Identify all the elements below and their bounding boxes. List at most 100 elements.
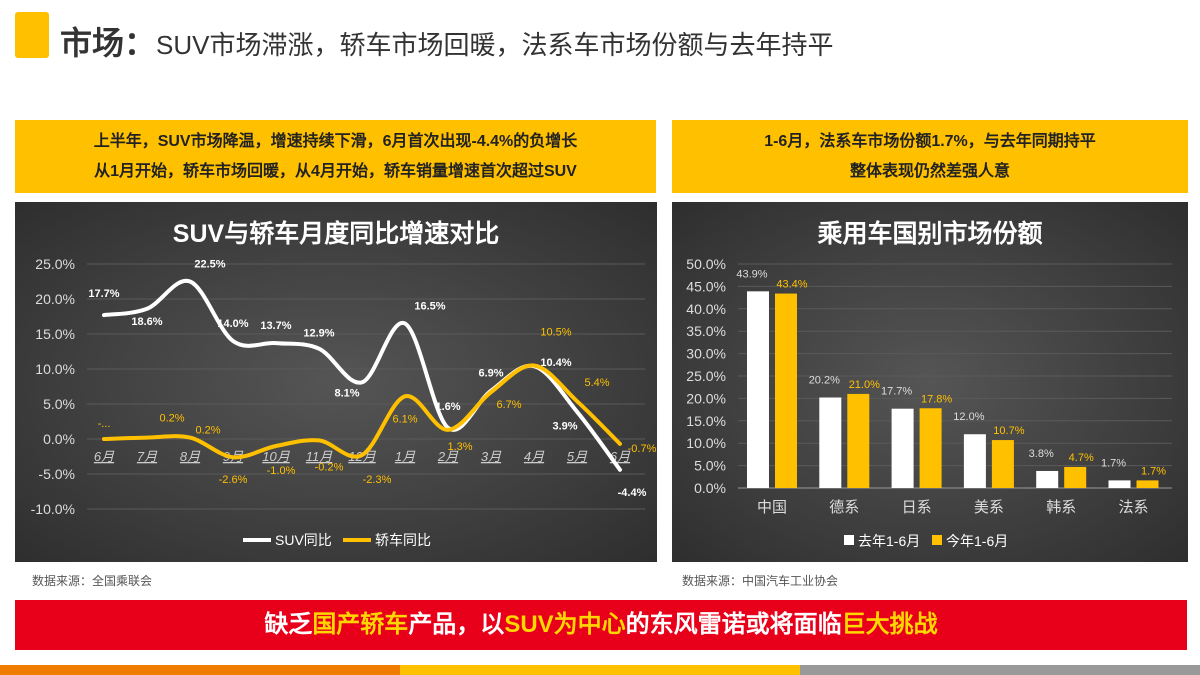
y-tick-label: 5.0% [694,458,726,474]
bar-chart-panel: 乘用车国别市场份额 50.0% 45.0% 40.0% 35.0% 30.0% 25.0%… [672,202,1188,562]
y-tick-label: 30.0% [686,346,726,362]
x-tick-label: 2月 [437,449,459,464]
data-label: 18.6% [131,316,162,328]
bar [1064,466,1087,488]
x-tick-label: 法系 [1118,499,1148,516]
right-summary-box: 1-6月，法系车市场份额1.7%，与去年同期持平 整体表现仍然差强人意 [672,120,1188,193]
data-label: 43.9% [736,268,767,280]
data-label: 22.5% [194,259,225,271]
data-label: -4.4% [618,487,647,499]
footer-stripe [400,665,800,675]
data-source: 数据来源：中国汽车工业协会 [682,574,839,588]
y-tick-label: 15.0% [35,326,75,342]
left-summary-box: 上半年，SUV市场降温，增速持续下滑，6月首次出现-4.4%的负增长 从1月开始… [15,120,656,193]
bar [819,397,842,488]
y-tick-label: 10.0% [686,435,726,451]
bar [1136,480,1159,488]
data-label: -0.7% [628,443,657,455]
y-tick-label: 45.0% [686,278,726,294]
data-source: 数据来源：全国乘联会 [32,574,153,588]
data-label: 1.3% [447,441,472,453]
y-tick-label: 5.0% [43,396,75,412]
bar [919,408,942,488]
bar [775,293,797,488]
data-label: 0.2% [159,413,184,425]
page-title: 市场：SUV市场滞涨，轿车市场回暖，法系车市场份额与去年持平 [60,25,834,61]
data-label: 6.9% [478,368,503,380]
y-tick-label: -10.0% [31,501,75,517]
summary-line: 从1月开始，轿车市场回暖，从4月开始，轿车销量增速首次超过SUV [94,162,577,180]
y-tick-label: -5.0% [38,466,75,482]
x-tick-label: 7月 [137,449,158,464]
data-label: 1.7% [1141,465,1166,477]
data-label: 12.9% [303,328,334,340]
x-tick-label: 10月 [262,449,290,464]
suv-line [102,278,622,472]
data-label: 10.7% [993,425,1024,437]
x-tick-label: 1月 [395,449,416,464]
y-tick-label: 40.0% [686,301,726,317]
data-label: -2.6% [219,474,248,486]
data-label: 6.1% [392,413,417,425]
data-label: 16.5% [414,301,445,313]
data-label: 13.7% [260,320,291,332]
y-tick-label: 20.0% [35,291,75,307]
legend-swatch [932,535,942,545]
x-tick-label: 8月 [180,449,201,464]
x-tick-label: 中国 [757,499,787,516]
data-label: 10.4% [540,357,571,369]
data-label: -... [98,418,111,430]
legend-label: 今年1-6月 [946,533,1008,549]
data-label: 43.4% [776,279,807,291]
legend-label: 轿车同比 [375,532,431,548]
data-label: 5.4% [584,377,609,389]
bar [891,408,914,488]
y-tick-label: 35.0% [686,323,726,339]
footer-stripe [0,665,400,675]
data-label: 21.0% [849,379,880,391]
chart-title: 乘用车国别市场份额 [817,220,1043,248]
y-tick-label: 25.0% [35,256,75,272]
data-label: 17.7% [881,386,912,398]
data-label: -2.3% [363,474,392,486]
data-label: -0.2% [315,461,344,473]
bar [1036,470,1059,488]
summary-line: 整体表现仍然差强人意 [849,162,1010,180]
title-accent [15,12,49,58]
data-label: 3.9% [552,421,577,433]
data-label: 4.7% [1069,452,1094,464]
x-tick-label: 韩系 [1046,499,1076,516]
bar [847,393,870,488]
bar [991,440,1014,488]
data-label: -1.0% [267,465,296,477]
y-tick-label: 10.0% [35,361,75,377]
data-label: 12.0% [953,411,984,423]
data-label: 6.7% [496,399,521,411]
x-tick-label: 5月 [567,449,588,464]
data-label: 0.2% [195,425,220,437]
conclusion-banner: 缺乏国产轿车产品，以SUV为中心的东风雷诺或将面临巨大挑战 [15,600,1187,650]
x-tick-label: 美系 [974,499,1004,516]
line-chart: 25.0% 20.0% 15.0% 10.0% 5.0% 0.0% -5.0% -10.0% 6… [31,256,657,548]
data-label: 3.8% [1029,448,1054,460]
sedan-line [102,363,622,460]
summary-line: 1-6月，法系车市场份额1.7%，与去年同期持平 [764,132,1096,150]
legend-label: 去年1-6月 [858,533,920,549]
data-label: 10.5% [540,327,571,339]
y-tick-label: 15.0% [686,413,726,429]
y-tick-label: 20.0% [686,390,726,406]
legend-label: SUV同比 [275,532,332,548]
data-label: 20.2% [809,375,840,387]
x-tick-label: 3月 [481,449,502,464]
x-tick-label: 日系 [902,499,932,516]
data-label: 17.7% [88,288,119,300]
data-label: 17.8% [921,393,952,405]
y-tick-label: 25.0% [686,368,726,384]
data-label: 14.0% [217,318,248,330]
data-label: 1.7% [1101,457,1126,469]
x-tick-label: 德系 [829,498,859,516]
data-label: 1.6% [435,401,460,413]
y-tick-label: 0.0% [694,480,726,496]
y-tick-label: 0.0% [43,431,75,447]
bar [963,434,986,488]
